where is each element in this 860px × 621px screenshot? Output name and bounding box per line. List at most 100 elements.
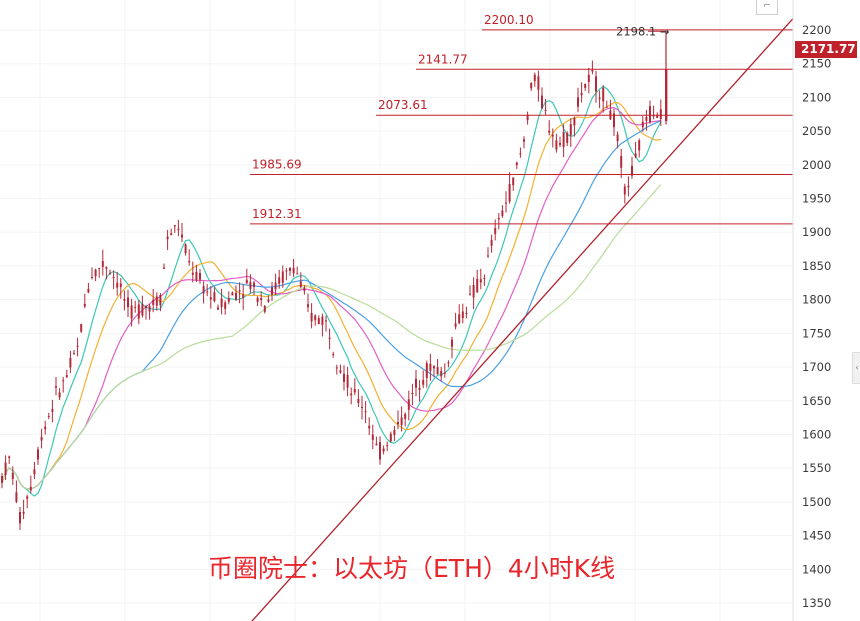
candle-body — [130, 305, 133, 319]
candle-body — [242, 294, 245, 298]
candle-body — [548, 130, 551, 133]
candle-body — [573, 117, 576, 126]
candle-body — [155, 296, 158, 306]
candle-body — [285, 270, 288, 272]
candle-body — [173, 225, 176, 227]
candle-body — [652, 115, 655, 117]
candle-body — [105, 267, 108, 269]
candle-body — [141, 303, 144, 316]
candle-body — [235, 292, 237, 300]
candle-body — [152, 299, 155, 305]
candle-body — [8, 456, 11, 459]
candle-body — [213, 292, 216, 302]
axis-tick-label: 1550 — [802, 461, 831, 475]
candle-body — [65, 375, 68, 378]
candle-body — [350, 393, 353, 396]
candle-body — [469, 293, 471, 295]
candle-body — [98, 267, 101, 269]
candle-body — [631, 165, 633, 176]
candle-body — [47, 416, 50, 418]
candle-body — [109, 273, 111, 275]
candle-body — [332, 353, 335, 355]
scale-toggle-button[interactable]: ⌐ — [756, 0, 778, 15]
candle-body — [411, 392, 414, 395]
candle-body — [440, 370, 443, 377]
candle-body — [472, 285, 475, 298]
candle-body — [296, 273, 299, 275]
axis-tick-label: 2100 — [802, 90, 831, 104]
candle-body — [634, 153, 637, 158]
candle-body — [656, 114, 659, 119]
candle-body — [163, 267, 165, 269]
candle-body — [314, 315, 317, 321]
candle-body — [181, 234, 183, 238]
candle-body — [523, 139, 525, 142]
axis-tick-label: 2150 — [802, 57, 831, 71]
candle-body — [616, 134, 619, 142]
candle-body — [346, 374, 349, 388]
candle-body — [665, 69, 668, 122]
level-label: 2073.61 — [378, 98, 428, 112]
candle-body — [415, 378, 417, 388]
candle-body — [249, 281, 252, 289]
candle-body — [274, 282, 277, 290]
price-axis[interactable]: 2200 2150 2100 2050 2000 1950 1900 1850 1800 1750… — [792, 0, 831, 621]
candle-body — [483, 278, 486, 280]
candle-body — [51, 409, 54, 412]
candle-body — [303, 287, 306, 291]
candle-body — [512, 177, 515, 186]
candle-body — [562, 132, 565, 147]
candle-body — [1, 476, 3, 483]
candle-body — [595, 76, 597, 92]
candle-body — [26, 496, 29, 499]
candle-body — [317, 318, 320, 325]
axis-tick-label: 1500 — [802, 495, 831, 509]
candle-body — [641, 121, 644, 128]
candle-body — [325, 320, 327, 322]
candle-body — [101, 261, 104, 267]
candle-body — [591, 69, 594, 72]
side-panel-handle[interactable]: ‹ — [852, 352, 860, 384]
candle-body — [91, 276, 93, 278]
candles — [1, 31, 668, 530]
candle-body — [76, 345, 79, 347]
candle-body — [379, 442, 381, 460]
candle-body — [364, 411, 367, 413]
candle-body — [123, 299, 126, 301]
candle-body — [505, 202, 507, 204]
axis-tick-label: 1750 — [802, 326, 831, 340]
trend-line — [251, 18, 794, 621]
candle-body — [220, 298, 223, 307]
candle-body — [177, 228, 180, 231]
candle-body — [544, 109, 547, 111]
candle-body — [533, 74, 536, 82]
axis-tick-label: 1900 — [802, 225, 831, 239]
candle-body — [541, 95, 543, 109]
candle-body — [465, 312, 468, 314]
candle-body — [451, 339, 453, 347]
candle-body — [188, 260, 191, 263]
axis-tick-label: 1450 — [802, 529, 831, 543]
candle-body — [343, 373, 345, 383]
candle-body — [40, 437, 43, 441]
candle-body — [645, 116, 648, 121]
candle-body — [199, 273, 201, 280]
candle-body — [191, 272, 194, 275]
candle-body — [371, 434, 374, 440]
candle-body — [494, 228, 497, 234]
axis-tick-label: 2200 — [802, 23, 831, 37]
candle-body — [404, 413, 407, 419]
annotations: 2198.1 → 2171.77 币圈院士：以太坊（ETH）4小时K线 — [208, 24, 857, 583]
candle-body — [328, 337, 331, 339]
candle-body — [224, 302, 227, 309]
candle-body — [281, 271, 284, 283]
candle-body — [422, 380, 425, 385]
candle-body — [307, 304, 309, 308]
candle-body — [335, 367, 338, 369]
candle-body — [587, 74, 590, 82]
candle-body — [555, 140, 558, 150]
candle-body — [231, 292, 234, 296]
axis-tick-label: 1350 — [802, 596, 831, 610]
candle-body — [245, 279, 248, 284]
axis-tick-label: 1700 — [802, 360, 831, 374]
